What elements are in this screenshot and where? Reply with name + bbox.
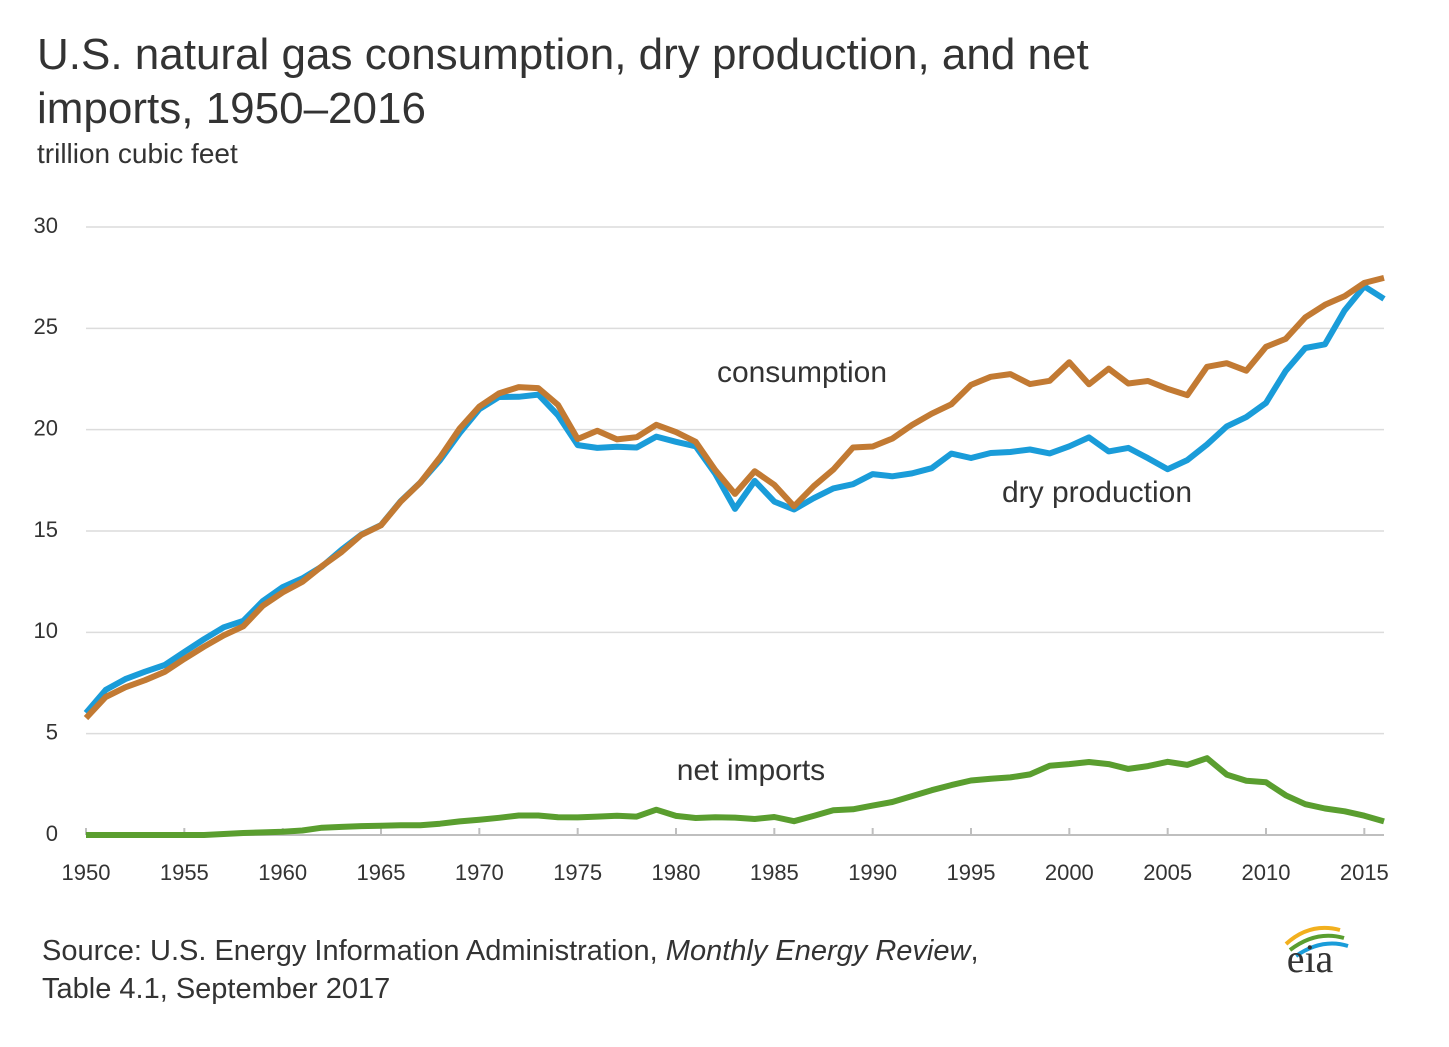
x-tick-label: 1980	[652, 860, 701, 885]
y-tick-label: 30	[34, 213, 58, 238]
series-label: net imports	[677, 754, 825, 787]
y-tick-label: 10	[34, 618, 58, 643]
series-line	[86, 755, 1385, 838]
logo-text: eia	[1287, 936, 1334, 981]
series-label: dry production	[1002, 476, 1192, 509]
x-tick-label: 1995	[947, 860, 996, 885]
source-text: Source: U.S. Energy Information Administ…	[42, 935, 658, 967]
y-tick-label: 15	[34, 517, 58, 542]
x-tick-label: 1960	[258, 860, 307, 885]
x-tick-label: 1955	[160, 860, 209, 885]
y-tick-label: 5	[46, 719, 58, 744]
source-note: Source: U.S. Energy Information Administ…	[42, 932, 1242, 1008]
logo-arc	[1284, 925, 1341, 946]
x-tick-label: 1990	[848, 860, 897, 885]
source-publication: Monthly Energy Review	[665, 935, 971, 967]
source-line2: Table 4.1, September 2017	[42, 973, 391, 1005]
series-line	[83, 274, 1385, 721]
source-punct: ,	[970, 935, 979, 967]
x-tick-label: 2005	[1143, 860, 1192, 885]
x-tick-label: 1985	[750, 860, 799, 885]
x-tick-label: 1970	[455, 860, 504, 885]
x-tick-label: 1975	[553, 860, 602, 885]
x-tick-label: 2010	[1242, 860, 1291, 885]
logo-arc	[1294, 941, 1349, 958]
x-tick-label: 2000	[1045, 860, 1094, 885]
y-tick-label: 25	[34, 314, 58, 339]
x-tick-label: 1950	[62, 860, 111, 885]
y-tick-label: 0	[46, 821, 58, 846]
chart-title: U.S. natural gas consumption, dry produc…	[37, 30, 1089, 133]
chart-subtitle: trillion cubic feet	[37, 138, 238, 169]
logo: eia	[1284, 925, 1349, 981]
y-tick-label: 20	[34, 415, 58, 440]
x-tick-label: 2015	[1340, 860, 1389, 885]
x-tick-label: 1965	[357, 860, 406, 885]
series-label: consumption	[717, 356, 887, 389]
logo-arc	[1288, 933, 1345, 952]
